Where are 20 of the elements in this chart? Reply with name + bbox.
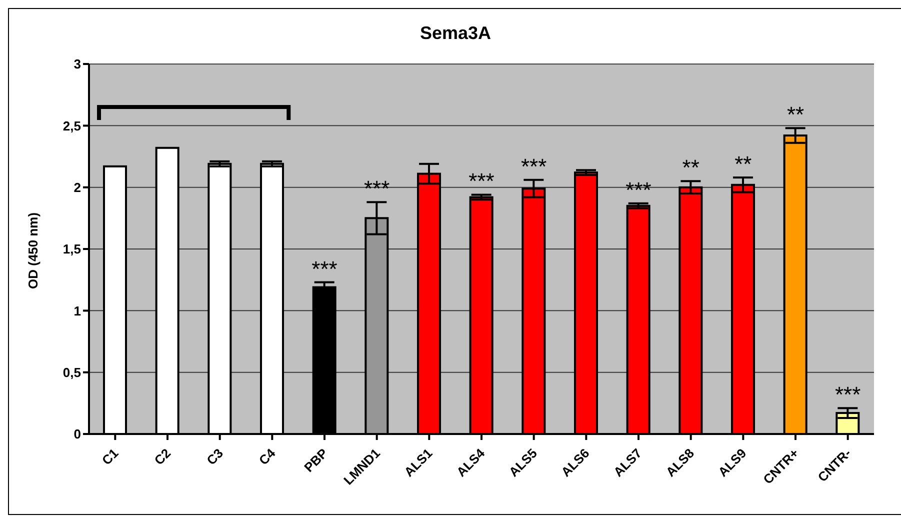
y-axis-title: OD (450 nm) xyxy=(26,212,41,289)
annotation: ** xyxy=(734,151,752,176)
y-tick-label: 1 xyxy=(74,303,81,318)
y-tick-label: 1,5 xyxy=(62,242,81,257)
annotation: *** xyxy=(834,382,862,408)
y-tick-label: 3 xyxy=(74,56,81,72)
annotation: *** xyxy=(520,154,548,179)
x-tick-label: C2 xyxy=(151,446,174,468)
y-tick-label: 0,5 xyxy=(62,364,81,380)
annotation: *** xyxy=(468,168,495,194)
x-tick-label: C4 xyxy=(256,444,279,468)
x-tick-label: C1 xyxy=(98,446,122,468)
annotation: ** xyxy=(682,155,700,180)
y-tick-label: 2,5 xyxy=(62,118,81,134)
annotation: ** xyxy=(786,102,804,128)
annotation: *** xyxy=(312,256,338,282)
chart-title: Sema3A xyxy=(418,22,492,44)
y-tick-label: 0 xyxy=(74,426,81,442)
y-tick-label: 2 xyxy=(74,180,81,195)
x-tick-label: C3 xyxy=(204,446,226,468)
